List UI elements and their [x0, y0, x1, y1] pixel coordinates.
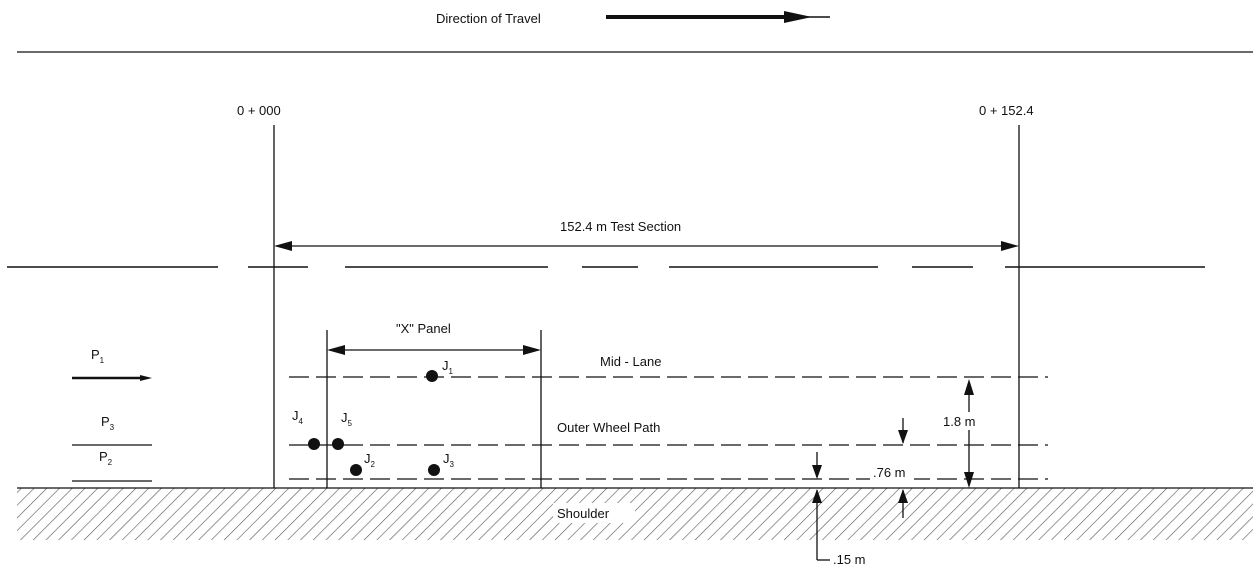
svg-text:J3: J3: [443, 451, 455, 469]
panel-label: "X" Panel: [396, 321, 451, 336]
dimension-15m: [812, 452, 830, 561]
dimension-1-8m-label: 1.8 m: [943, 414, 976, 429]
svg-text:P1: P1: [91, 347, 105, 365]
panel-dimension: [327, 345, 541, 355]
dimension-76m-label: .76 m: [873, 465, 906, 480]
dimension-15m-label: .15 m: [833, 552, 866, 567]
svg-text:J1: J1: [442, 358, 454, 376]
direction-arrow-icon: [606, 11, 830, 23]
svg-text:P2: P2: [99, 449, 113, 467]
dimension-76m: [898, 418, 908, 518]
outer-wheel-path-label: Outer Wheel Path: [557, 420, 660, 435]
direction-of-travel-label: Direction of Travel: [436, 11, 541, 26]
joint-j4: J4: [292, 408, 320, 450]
dimension-1-8m: [964, 379, 974, 488]
station-start-label: 0 + 000: [237, 103, 281, 118]
mid-lane-label: Mid - Lane: [600, 354, 661, 369]
shoulder-label: Shoulder: [557, 506, 610, 521]
station-end-label: 0 + 152.4: [979, 103, 1034, 118]
joint-j3: J3: [428, 451, 455, 476]
joint-j1: J1: [426, 358, 454, 382]
svg-text:J4: J4: [292, 408, 304, 426]
joint-j2: J2: [350, 451, 376, 476]
test-section-dimension: [274, 241, 1019, 251]
joint-j5: J5: [332, 410, 353, 450]
point-p3: P3: [72, 414, 152, 446]
svg-text:J5: J5: [341, 410, 353, 428]
point-p1: P1: [72, 347, 152, 381]
svg-text:J2: J2: [364, 451, 376, 469]
test-section-label: 152.4 m Test Section: [560, 219, 681, 234]
svg-text:P3: P3: [101, 414, 115, 432]
point-p2: P2: [72, 449, 152, 482]
